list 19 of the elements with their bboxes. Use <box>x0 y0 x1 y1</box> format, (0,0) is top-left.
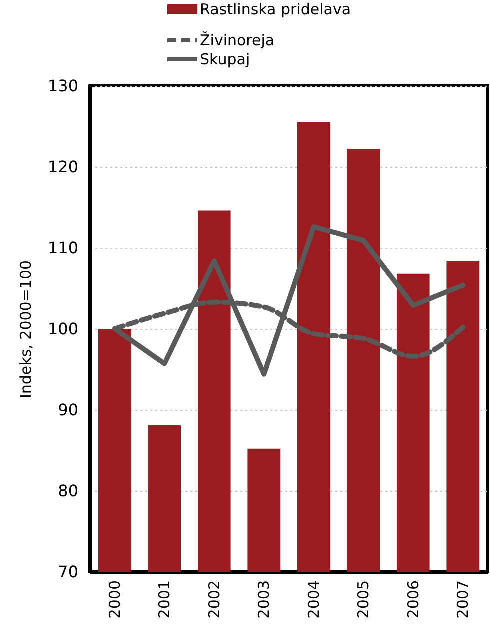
legend-label: Živinoreja <box>200 32 275 50</box>
x-tick-label: 2004 <box>304 580 323 619</box>
y-tick-label: 80 <box>58 482 78 500</box>
y-tick-label: 110 <box>48 238 78 258</box>
x-tick-label: 2003 <box>255 580 274 619</box>
legend-label: Skupaj <box>200 50 250 68</box>
y-tick-label: 120 <box>48 158 78 176</box>
y-axis-title: Indeks, 2000=100 <box>16 260 35 399</box>
x-tick-label: 2001 <box>156 580 174 619</box>
x-tick-label: 2002 <box>205 580 224 619</box>
y-tick-label: 100 <box>48 320 78 338</box>
x-tick-label: 2000 <box>106 580 124 619</box>
legend-label: Rastlinska pridelava <box>200 0 352 18</box>
y-tick-label: 130 <box>48 76 78 96</box>
y-tick-label: 90 <box>58 400 78 420</box>
x-tick-label: 2007 <box>454 580 472 619</box>
x-tick-label: 2005 <box>354 580 373 619</box>
y-tick-label: 70 <box>58 562 78 582</box>
x-tick-label: 2006 <box>404 580 422 619</box>
